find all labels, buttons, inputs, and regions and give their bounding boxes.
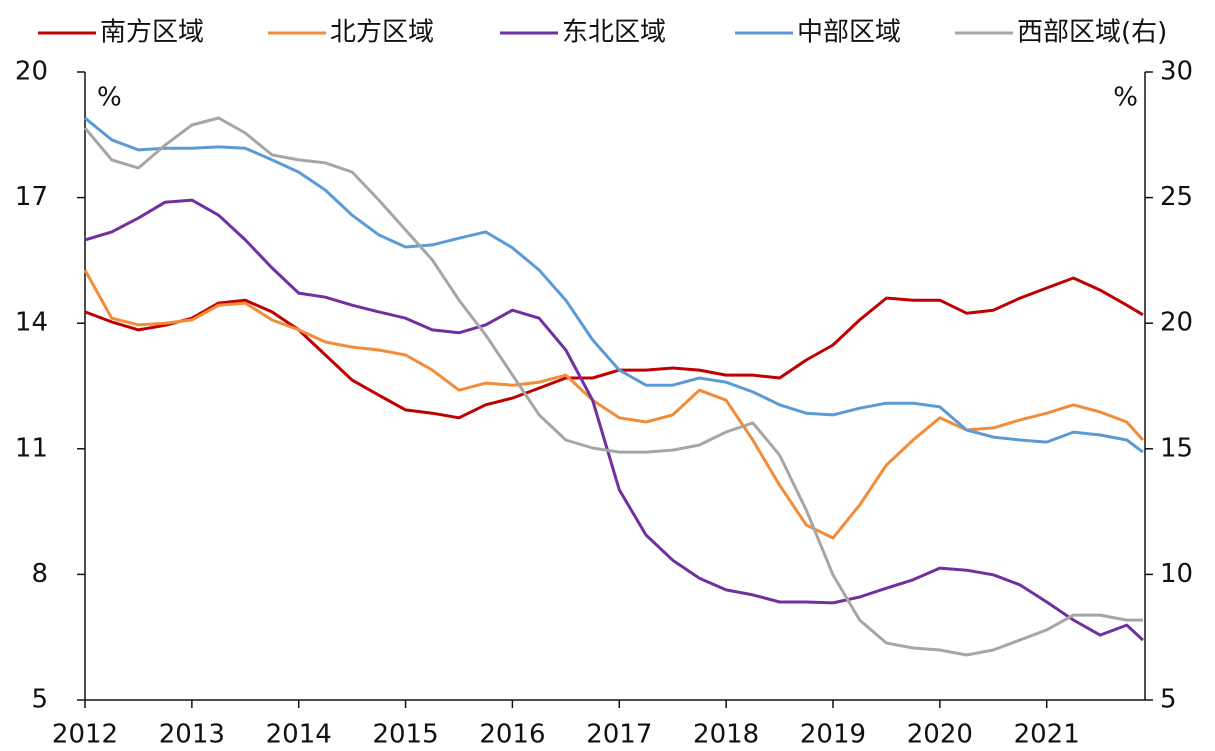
x-tick-label: 2014 <box>266 720 332 750</box>
series-line <box>84 276 1144 420</box>
y2-tick-label: 15 <box>1160 433 1193 463</box>
y-tick-label: 5 <box>31 685 48 715</box>
x-tick-label: 2021 <box>1014 720 1080 750</box>
x-tick-label: 2012 <box>52 720 118 750</box>
y2-tick-label: 10 <box>1160 559 1193 589</box>
legend-label: 中部区域 <box>797 18 901 48</box>
y-tick-label: 14 <box>15 308 48 338</box>
y2-tick-label: 25 <box>1160 182 1193 212</box>
series-line <box>83 116 1143 657</box>
series-line <box>84 198 1144 642</box>
x-tick-label: 2019 <box>800 720 866 750</box>
y-tick-label: 20 <box>15 57 48 87</box>
series-line <box>83 269 1145 540</box>
y-axis-label: % <box>97 83 122 113</box>
x-tick-label: 2018 <box>693 720 759 750</box>
x-tick-label: 2013 <box>159 720 225 750</box>
y2-tick-label: 30 <box>1160 57 1193 87</box>
x-tick-label: 2015 <box>372 720 438 750</box>
y2-tick-label: 5 <box>1160 685 1177 715</box>
x-tick-label: 2016 <box>479 720 545 750</box>
y2-axis-label: % <box>1113 83 1138 113</box>
y2-tick-label: 20 <box>1160 308 1193 338</box>
x-tick-label: 2020 <box>907 720 973 750</box>
y-tick-label: 17 <box>15 182 48 212</box>
y-tick-label: 11 <box>15 433 48 463</box>
x-tick-label: 2017 <box>586 720 652 750</box>
series-line <box>84 116 1144 454</box>
legend-label: 北方区域 <box>330 18 434 48</box>
legend-label: 东北区域 <box>562 18 666 48</box>
legend-label: 南方区域 <box>100 18 204 48</box>
legend-label: 西部区域(右) <box>1017 18 1167 48</box>
y-tick-label: 8 <box>31 559 48 589</box>
